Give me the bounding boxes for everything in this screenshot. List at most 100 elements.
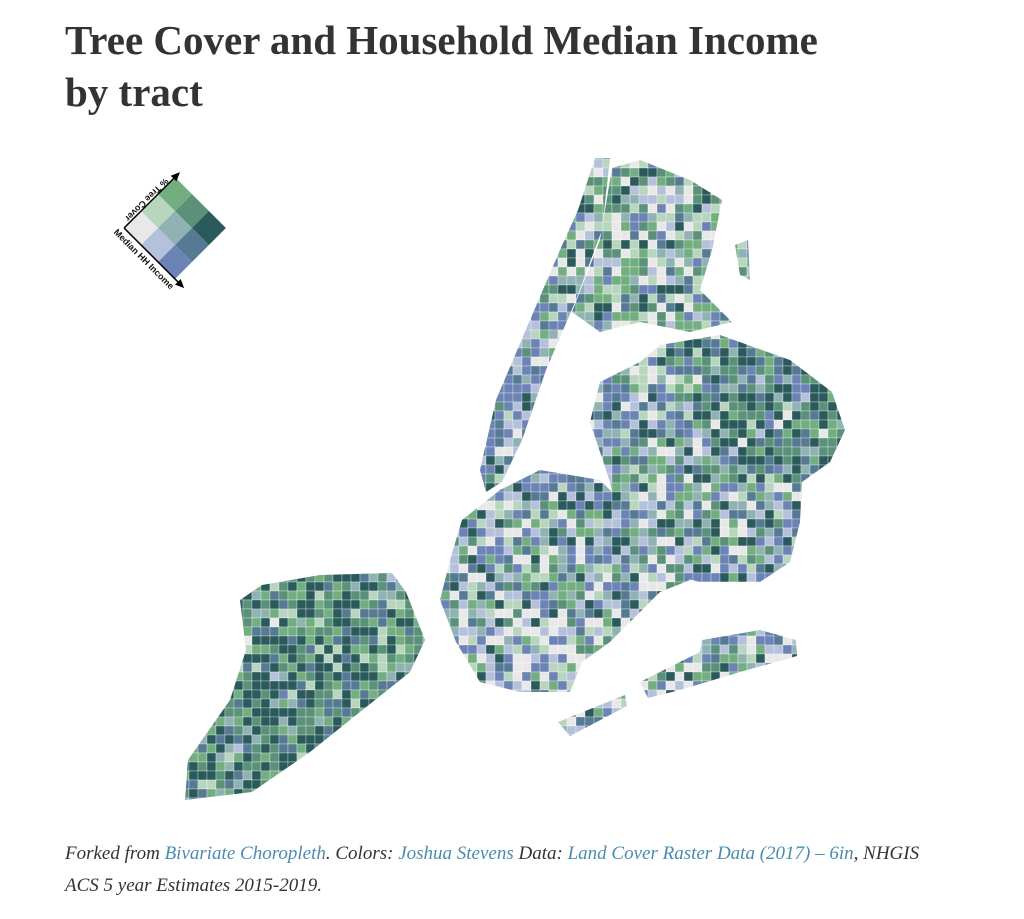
tract: [386, 491, 397, 502]
tract: [494, 464, 505, 475]
tract: [404, 635, 415, 646]
tract: [404, 248, 415, 259]
tract: [332, 176, 343, 187]
tract: [386, 446, 397, 457]
tract: [467, 554, 478, 565]
tract: [503, 707, 514, 718]
tract: [431, 248, 442, 259]
tract: [467, 320, 478, 331]
tract: [674, 518, 685, 529]
tract: [746, 212, 757, 223]
tract: [548, 635, 559, 646]
tract: [395, 419, 406, 430]
tract: [224, 644, 235, 655]
tract: [836, 635, 845, 646]
tract: [449, 158, 460, 160]
tract: [674, 590, 685, 601]
tract: [620, 356, 631, 367]
tract: [242, 689, 253, 700]
tract: [665, 293, 676, 304]
tract: [206, 419, 217, 430]
tract: [197, 545, 208, 556]
tract: [314, 572, 325, 583]
tract: [836, 401, 845, 412]
tract: [440, 608, 451, 619]
tract: [782, 428, 793, 439]
tract: [764, 509, 775, 520]
tract: [611, 572, 622, 583]
tract: [458, 356, 469, 367]
tract: [656, 707, 667, 718]
tract: [431, 671, 442, 682]
tract: [674, 248, 685, 259]
tract: [476, 554, 487, 565]
tract: [846, 600, 855, 609]
tract: [485, 671, 496, 682]
tract: [602, 374, 613, 385]
tract: [269, 401, 280, 412]
tract: [224, 698, 235, 709]
tract: [710, 365, 721, 376]
tract: [404, 212, 415, 223]
tract: [557, 257, 568, 268]
tract: [827, 311, 838, 322]
tract: [431, 608, 442, 619]
tract: [215, 509, 226, 520]
tract: [368, 545, 379, 556]
tract: [332, 338, 343, 349]
tract: [386, 644, 397, 655]
tract: [260, 230, 271, 241]
tract: [278, 509, 289, 520]
tract: [818, 473, 829, 484]
tract: [665, 716, 676, 727]
tract: [260, 257, 271, 268]
tract: [593, 635, 604, 646]
tract: [728, 581, 739, 592]
tract: [458, 644, 469, 655]
tract: [791, 356, 802, 367]
tract: [359, 257, 370, 268]
tract: [467, 203, 478, 214]
tract: [503, 248, 514, 259]
tract: [188, 599, 199, 610]
tract: [548, 266, 559, 277]
tract: [242, 248, 253, 259]
tract: [512, 410, 523, 421]
tract: [485, 698, 496, 709]
tract: [575, 437, 586, 448]
tract: [332, 671, 343, 682]
tract: [593, 671, 604, 682]
tract: [449, 347, 460, 358]
tract: [584, 410, 595, 421]
tract: [683, 347, 694, 358]
tract: [287, 725, 298, 736]
tract: [377, 248, 388, 259]
tract: [332, 734, 343, 745]
tract: [611, 482, 622, 493]
tract: [422, 599, 433, 610]
tract: [557, 716, 568, 727]
tract: [485, 212, 496, 223]
tract: [431, 338, 442, 349]
tract: [278, 419, 289, 430]
tract: [719, 320, 730, 331]
tract: [440, 257, 451, 268]
tract: [368, 653, 379, 664]
tract: [683, 338, 694, 349]
tract: [530, 446, 541, 457]
tract: [278, 221, 289, 232]
tract: [746, 392, 757, 403]
tract: [539, 248, 550, 259]
tract: [710, 473, 721, 484]
tract: [530, 437, 541, 448]
tract: [413, 446, 424, 457]
tract: [476, 491, 487, 502]
tract: [782, 680, 793, 691]
tract: [242, 158, 253, 160]
tract: [431, 464, 442, 475]
tract: [413, 743, 424, 754]
tract: [260, 293, 271, 304]
tract: [809, 239, 820, 250]
tract: [827, 680, 838, 691]
tract: [395, 725, 406, 736]
